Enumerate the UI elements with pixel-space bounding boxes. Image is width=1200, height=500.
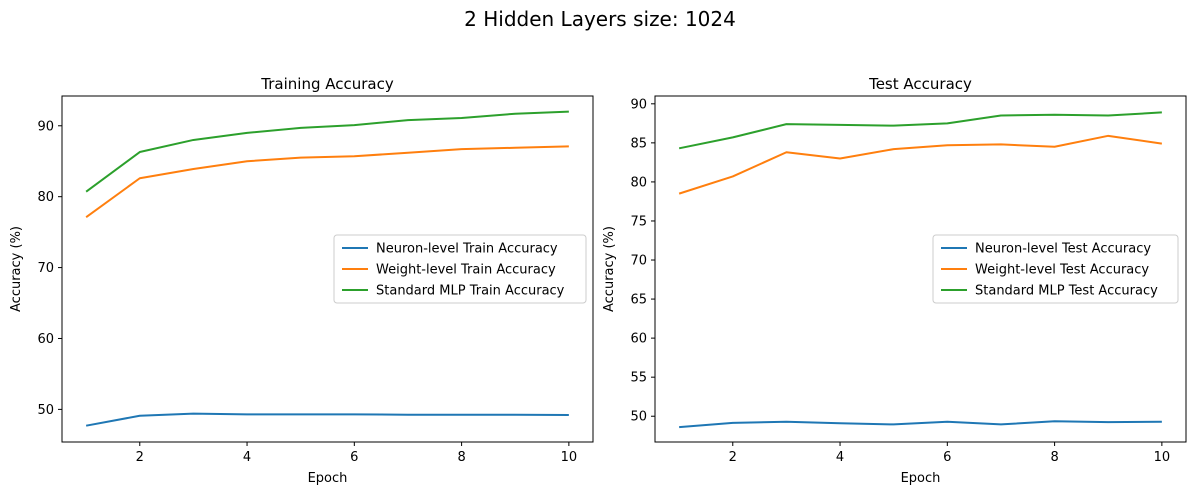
- series-line-2: [678, 134, 1163, 195]
- x-tick-label: 2: [136, 450, 144, 465]
- x-tick-label: 8: [1050, 450, 1058, 465]
- chart-title: Test Accuracy: [868, 75, 972, 93]
- y-tick-label: 50: [630, 410, 647, 425]
- legend: Neuron-level Train Accuracy Weight-level …: [333, 234, 587, 304]
- x-tick-label: 2: [729, 450, 737, 465]
- y-tick-label: 55: [630, 371, 647, 386]
- legend-label-2: Weight-level Test Accuracy: [975, 263, 1149, 278]
- y-tick-label: 80: [630, 175, 647, 190]
- y-axis-label: Accuracy (%): [602, 226, 617, 312]
- y-tick-label: 90: [630, 97, 647, 112]
- series-line-1: [85, 412, 569, 427]
- y-axis-label: Accuracy (%): [9, 226, 24, 312]
- x-tick-label: 6: [350, 450, 358, 465]
- legend-label-3: Standard MLP Test Accuracy: [975, 284, 1158, 299]
- legend-label-3: Standard MLP Train Accuracy: [376, 284, 565, 299]
- y-tick-label: 70: [630, 254, 647, 269]
- plot-frame: [61, 95, 594, 443]
- chart-title: Training Accuracy: [260, 75, 394, 93]
- y-tick-label: 60: [37, 332, 54, 347]
- y-tick-label: 75: [630, 214, 647, 229]
- figure-suptitle: 2 Hidden Layers size: 1024: [464, 7, 736, 31]
- x-axis-label: Epoch: [308, 471, 348, 486]
- x-tick-label: 10: [561, 450, 578, 465]
- x-tick-label: 4: [836, 450, 844, 465]
- chart-panel-2: Test Accuracy 2 4 6 8 10 50 55 60 65 70 75 80 85 90 Epo…: [602, 75, 1187, 486]
- y-tick-label: 80: [37, 190, 54, 205]
- series-line-1: [679, 420, 1162, 429]
- chart-panel-1: Training Accuracy 2 4 6 8 10 50 60 70 80 90 Epoch Ac…: [9, 75, 594, 486]
- x-axis-label: Epoch: [901, 471, 941, 486]
- legend-label-1: Neuron-level Test Accuracy: [975, 242, 1151, 257]
- series-line-3: [85, 110, 569, 193]
- x-tick-label: 4: [243, 450, 251, 465]
- legend-box: [932, 234, 1179, 304]
- x-tick-label: 10: [1154, 450, 1171, 465]
- x-tick-label: 8: [457, 450, 465, 465]
- y-tick-label: 70: [37, 261, 54, 276]
- y-tick-label: 60: [630, 332, 647, 347]
- plot-frame: [654, 95, 1187, 443]
- legend-label-2: Weight-level Train Accuracy: [376, 263, 556, 278]
- y-tick-label: 50: [37, 403, 54, 418]
- y-tick-label: 90: [37, 119, 54, 134]
- series-line-2: [85, 145, 569, 219]
- legend-label-1: Neuron-level Train Accuracy: [376, 242, 558, 257]
- y-tick-label: 85: [630, 136, 647, 151]
- y-tick-label: 65: [630, 293, 647, 308]
- legend-box: [333, 234, 587, 304]
- legend: Neuron-level Test Accuracy Weight-level T…: [932, 234, 1179, 304]
- series-line-3: [678, 111, 1162, 150]
- x-tick-label: 6: [943, 450, 951, 465]
